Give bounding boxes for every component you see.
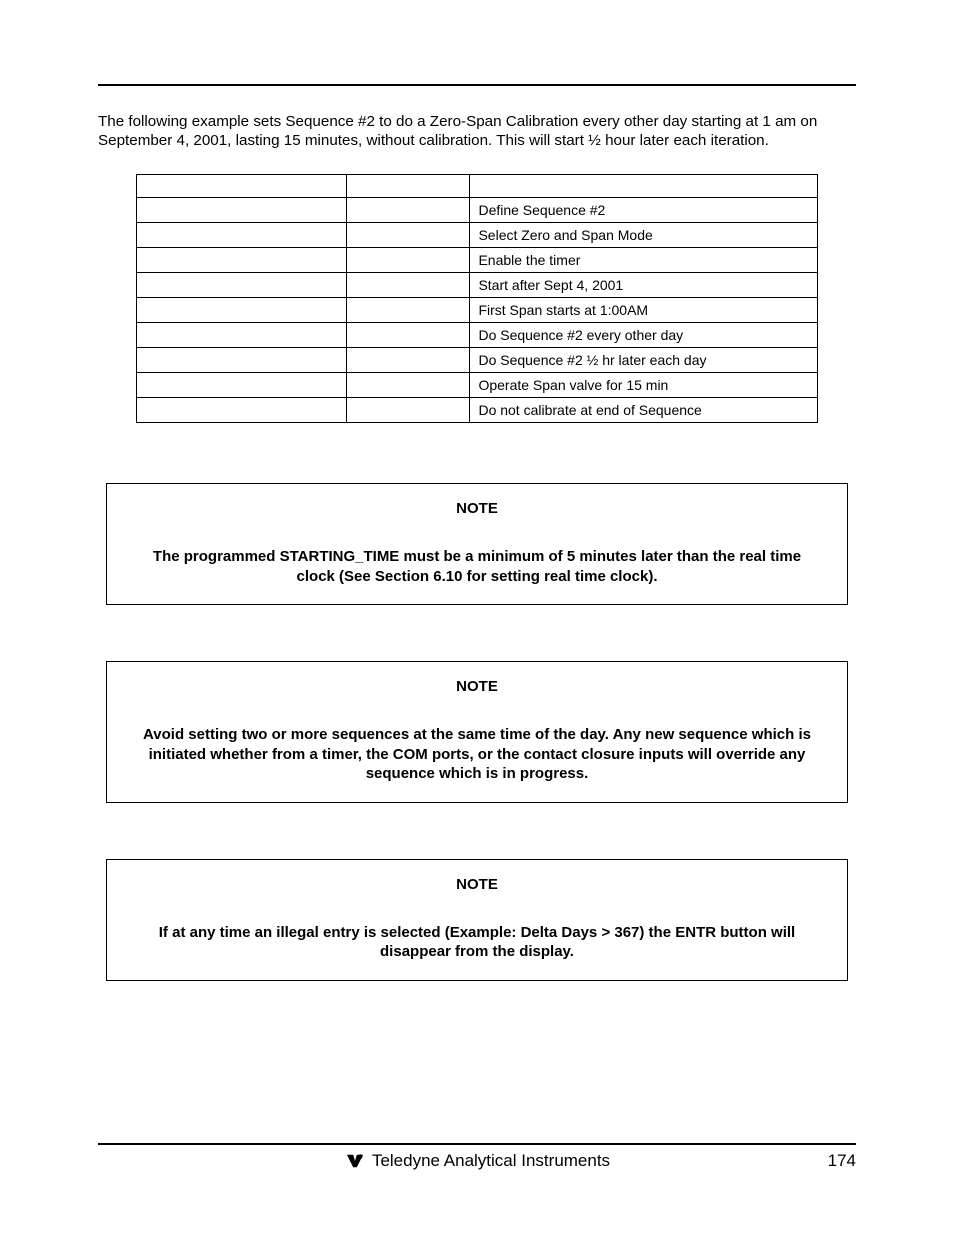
table-row: Operate Span valve for 15 min [137,373,818,398]
company-logo-icon [344,1152,366,1170]
note-body: Avoid setting two or more sequences at t… [135,725,819,784]
table-cell: Define Sequence #2 [470,198,818,223]
table-cell [137,223,347,248]
table-cell [346,398,470,423]
table-cell [346,298,470,323]
table-row: Define Sequence #2 [137,198,818,223]
footer-rule [98,1143,856,1145]
note-title: NOTE [135,500,819,517]
table-row [137,175,818,198]
table-cell: Do Sequence #2 ½ hr later each day [470,348,818,373]
note-box-3: NOTE If at any time an illegal entry is … [106,859,848,981]
note-title: NOTE [135,678,819,695]
table-cell [137,348,347,373]
note-body: The programmed STARTING_TIME must be a m… [135,547,819,586]
table-cell: Do Sequence #2 every other day [470,323,818,348]
table-cell [137,273,347,298]
table-cell [346,175,470,198]
table-cell [137,373,347,398]
footer-center: Teledyne Analytical Instruments [344,1151,610,1171]
table-cell [346,373,470,398]
table-cell: Operate Span valve for 15 min [470,373,818,398]
page-number: 174 [828,1151,856,1171]
table-cell [137,323,347,348]
table-cell [470,175,818,198]
table-cell [137,248,347,273]
table-row: Enable the timer [137,248,818,273]
table-cell: First Span starts at 1:00AM [470,298,818,323]
table-cell [346,323,470,348]
table-row: Do Sequence #2 every other day [137,323,818,348]
note-title: NOTE [135,876,819,893]
table-cell [137,198,347,223]
table-row: Do Sequence #2 ½ hr later each day [137,348,818,373]
table-cell [346,348,470,373]
table-cell [346,273,470,298]
table-cell: Start after Sept 4, 2001 [470,273,818,298]
table-row: First Span starts at 1:00AM [137,298,818,323]
top-rule [98,84,856,86]
page-footer: Teledyne Analytical Instruments 174 [98,1143,856,1171]
footer-company: Teledyne Analytical Instruments [372,1151,610,1171]
table-row: Do not calibrate at end of Sequence [137,398,818,423]
table-cell: Enable the timer [470,248,818,273]
table-cell [346,223,470,248]
table-cell [346,198,470,223]
table-row: Start after Sept 4, 2001 [137,273,818,298]
table-row: Select Zero and Span Mode [137,223,818,248]
table-cell [137,398,347,423]
note-box-2: NOTE Avoid setting two or more sequences… [106,661,848,803]
table-cell: Select Zero and Span Mode [470,223,818,248]
note-body: If at any time an illegal entry is selec… [135,923,819,962]
table-cell: Do not calibrate at end of Sequence [470,398,818,423]
table-cell [137,175,347,198]
intro-paragraph: The following example sets Sequence #2 t… [98,112,856,150]
note-box-1: NOTE The programmed STARTING_TIME must b… [106,483,848,605]
table-cell [137,298,347,323]
sequence-table: Define Sequence #2Select Zero and Span M… [136,174,818,423]
table-cell [346,248,470,273]
